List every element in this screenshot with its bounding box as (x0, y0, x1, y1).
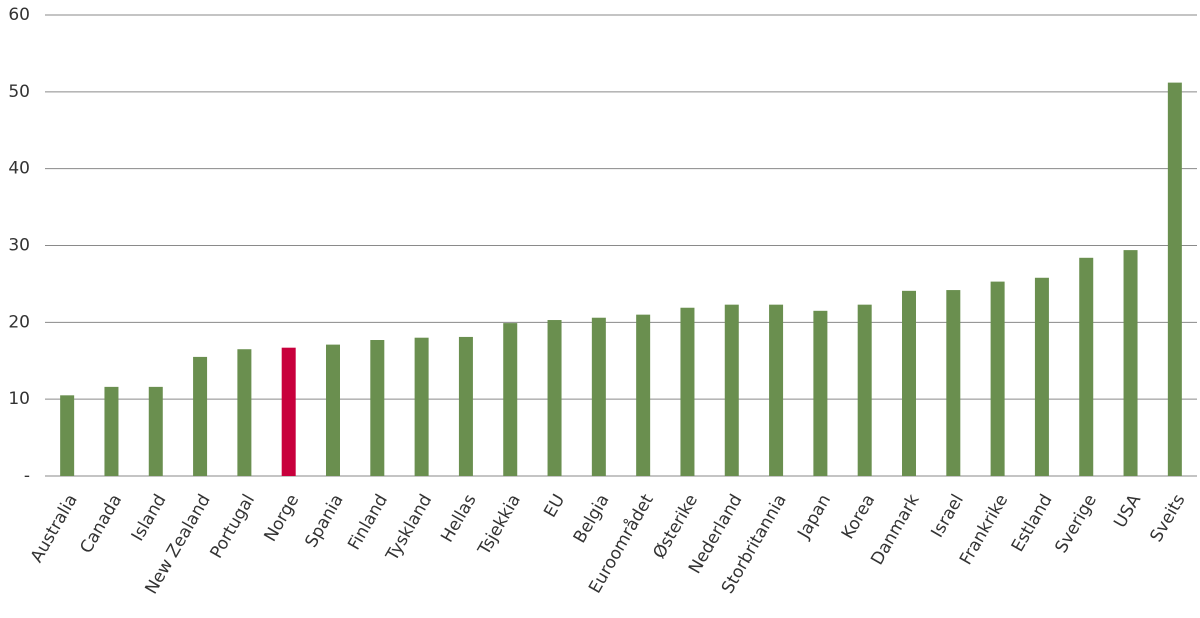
y-tick-label: 60 (8, 5, 30, 25)
bar (769, 304, 784, 476)
y-tick-label: 50 (8, 82, 30, 102)
x-tick-label: Island (128, 491, 171, 545)
bar (370, 340, 385, 476)
y-tick-label: 20 (8, 312, 30, 332)
bar (724, 304, 739, 476)
bar (503, 323, 518, 476)
bar (281, 347, 296, 476)
x-tick-label: Belgia (570, 491, 614, 547)
bar (326, 344, 340, 476)
x-tick-label: USA (1110, 491, 1145, 532)
bar (547, 320, 562, 476)
bar (148, 386, 163, 476)
bar (414, 337, 429, 476)
bar (636, 314, 651, 476)
bar (237, 349, 252, 476)
bar (458, 336, 473, 476)
x-tick-label: Portugal (207, 491, 260, 562)
bar (990, 281, 1005, 476)
bar (857, 304, 872, 476)
bar (104, 386, 119, 476)
bar (902, 290, 916, 476)
x-tick-label: Finland (344, 491, 392, 554)
x-tick-label: Hellas (437, 491, 480, 546)
bar (1079, 257, 1094, 476)
x-tick-label: Israel (927, 491, 968, 541)
bar (591, 317, 606, 476)
x-tick-label: Sverige (1051, 491, 1100, 557)
x-tick-label: Sveits (1146, 491, 1189, 546)
x-tick-label: Spania (301, 491, 347, 551)
x-tick-label: Japan (794, 491, 836, 543)
y-tick-label: - (24, 466, 30, 486)
x-tick-label: EU (540, 491, 569, 521)
bar (1034, 277, 1049, 476)
bar (946, 290, 961, 476)
x-tick-label: Korea (838, 491, 879, 543)
bar (813, 310, 828, 476)
x-tick-label: Tsjekkia (474, 491, 525, 559)
x-tick-label: Australia (27, 491, 82, 566)
bar (60, 395, 75, 476)
x-tick-label: Norge (261, 491, 304, 545)
x-tick-label: Canada (76, 491, 126, 557)
y-tick-label: 30 (8, 236, 30, 256)
bar (193, 356, 208, 476)
bar (1167, 82, 1182, 476)
x-tick-label: Estland (1008, 491, 1057, 556)
bar (1123, 250, 1138, 476)
bar (680, 307, 695, 476)
y-tick-label: 10 (8, 389, 30, 409)
y-tick-label: 40 (8, 159, 30, 179)
